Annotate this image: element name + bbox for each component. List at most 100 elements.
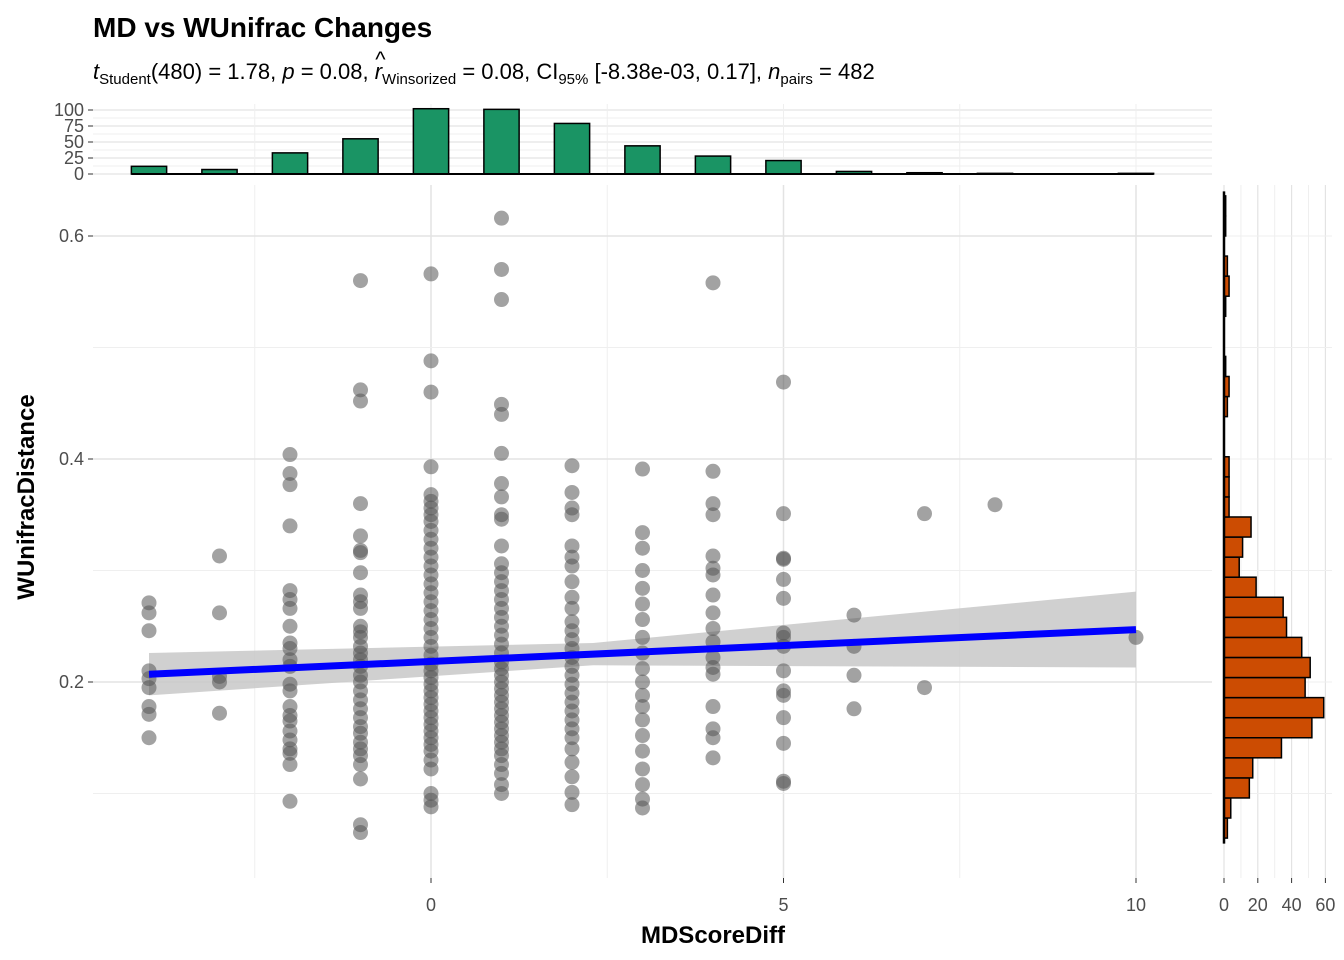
scatter-point — [141, 706, 157, 722]
main-axis-ticks: 0 5 10 0.2 0.4 0.6 — [59, 226, 1146, 915]
right-histogram-bars — [1222, 191, 1325, 844]
scatter-point — [705, 699, 721, 715]
scatter-point — [776, 775, 791, 791]
scatter-point — [564, 538, 580, 554]
top-histogram-bars — [130, 107, 1155, 175]
subtitle-ci-value: [-8.38e-03, 0.17], — [588, 59, 768, 84]
regression-line-path — [148, 626, 1137, 678]
scatter-point — [141, 605, 157, 621]
scatter-point — [705, 620, 721, 636]
right-histogram-bar — [1223, 676, 1306, 699]
top-histogram-bar — [624, 145, 661, 175]
scatter-point — [635, 540, 650, 556]
scatter-point — [564, 730, 580, 746]
scatter-point — [705, 275, 721, 291]
scatter-point — [353, 600, 368, 616]
x-tick-label: 5 — [778, 895, 788, 915]
scatter-point — [494, 445, 509, 461]
scatter-point — [776, 551, 791, 567]
right-histogram-bar — [1223, 556, 1240, 578]
right-histogram-bar — [1223, 636, 1303, 659]
scatter-point — [776, 710, 791, 726]
subtitle-p-value: = 0.08, — [295, 59, 375, 84]
scatter-point — [282, 477, 298, 493]
top-histogram-bar — [765, 159, 802, 175]
subtitle-r-label: r — [375, 59, 384, 84]
top-y-tick-label: 0 — [74, 164, 84, 184]
subtitle-n-label: n — [768, 59, 780, 84]
scatter-point — [635, 699, 650, 715]
subtitle-ci-sub: 95% — [558, 71, 588, 88]
scatter-point — [705, 730, 721, 746]
subtitle-n-sub: pairs — [780, 71, 813, 88]
right-x-tick-label: 0 — [1219, 895, 1229, 915]
scatter-point — [423, 459, 439, 475]
subtitle-n-value: = 482 — [813, 59, 875, 84]
x-tick-label: 0 — [426, 895, 436, 915]
top-y-tick-label: 100 — [54, 100, 84, 120]
scatter-point — [635, 580, 650, 596]
scatter-point — [635, 629, 650, 645]
scatter-point — [705, 750, 721, 766]
scatter-point — [635, 728, 650, 744]
top-y-tick-label: 50 — [64, 132, 84, 152]
scatter-point — [564, 769, 580, 785]
scatter-point — [282, 757, 298, 773]
scatter-point — [141, 623, 157, 639]
top-histogram-bar — [553, 122, 591, 175]
scatter-point — [494, 292, 509, 308]
scatter-point — [776, 374, 791, 390]
scatter-point — [353, 382, 368, 398]
top-histogram-bar — [412, 107, 450, 175]
scatter-point — [282, 793, 298, 809]
scatter-point — [494, 489, 509, 505]
right-histogram-bar — [1223, 596, 1284, 619]
scatter-point — [212, 674, 227, 690]
right-histogram-bar — [1223, 716, 1313, 739]
scatter-point — [353, 825, 368, 841]
right-x-tick-label: 60 — [1315, 895, 1335, 915]
scatter-point — [776, 506, 791, 522]
top-y-tick-label: 25 — [64, 148, 84, 168]
scatter-point — [635, 461, 650, 477]
right-histogram-bar — [1223, 696, 1325, 719]
scatter-point — [494, 476, 509, 492]
x-axis-title: MDScoreDiff — [641, 922, 786, 949]
chart-subtitle: tStudent(480) = 1.78, p = 0.08, rWinsori… — [93, 59, 875, 88]
scatter-point — [846, 607, 862, 623]
scatter-point — [846, 701, 862, 717]
scatter-point — [564, 797, 580, 813]
right-histogram-bar — [1223, 616, 1288, 639]
scatter-point — [282, 447, 298, 463]
y-tick-label: 0.2 — [59, 672, 84, 692]
scatter-point — [846, 667, 862, 683]
scatter-points — [141, 210, 1144, 841]
scatter-point — [494, 406, 509, 422]
subtitle-r-hat: ^ — [375, 47, 386, 72]
scatter-point — [353, 496, 368, 512]
scatter-point — [1128, 629, 1144, 645]
scatter-point — [423, 384, 439, 400]
top-histogram-bar — [271, 152, 309, 175]
x-tick-label: 10 — [1126, 895, 1146, 915]
scatter-point — [635, 777, 650, 793]
scatter-point — [494, 261, 509, 277]
scatter-point — [212, 705, 227, 721]
scatter-point — [564, 741, 580, 757]
scatter-point — [423, 761, 439, 777]
scatter-point — [282, 518, 298, 534]
scatter-point — [917, 506, 932, 522]
scatter-point — [635, 687, 650, 703]
scatter-point — [635, 743, 650, 759]
scatter-point — [282, 641, 298, 657]
scatter-point — [564, 558, 580, 574]
scatter-point — [494, 210, 509, 226]
scatter-point — [494, 511, 509, 527]
scatter-point — [776, 663, 791, 679]
top-y-tick-label: 75 — [64, 116, 84, 136]
scatter-point — [635, 596, 650, 612]
scatter-point — [564, 754, 580, 770]
